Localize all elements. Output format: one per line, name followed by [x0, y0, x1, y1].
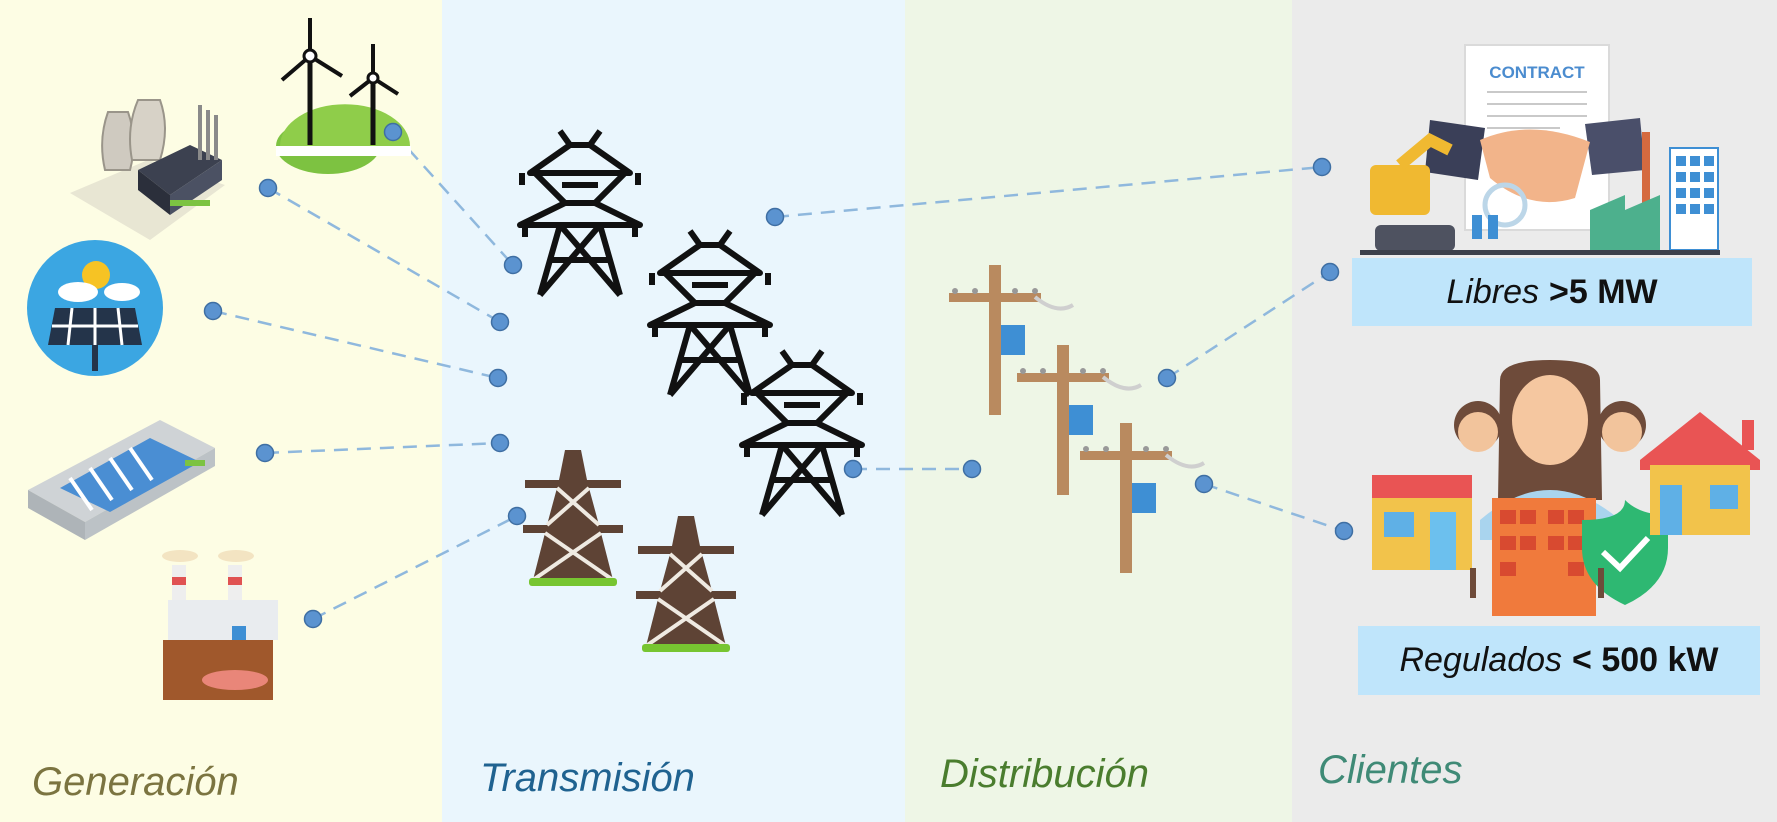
generation-label: Generación: [32, 760, 239, 804]
wind-turbines-icon: [276, 18, 411, 174]
transmission-label: Transmisión: [480, 756, 695, 800]
libres-box: Libres >5 MW: [1352, 258, 1752, 326]
high-voltage-tower-icon: [650, 231, 770, 395]
high-voltage-tower-icon: [520, 131, 640, 295]
clients-label: Clientes: [1318, 748, 1463, 792]
people-buildings-icon: [1372, 360, 1760, 616]
contract-title: CONTRACT: [1489, 63, 1585, 82]
thermal-plant-icon: [70, 99, 225, 240]
libres-threshold: >5 MW: [1548, 272, 1658, 311]
connector-lines: [212, 131, 1345, 621]
libres-label: Libres: [1446, 272, 1539, 311]
solar-panel-icon: [27, 240, 163, 376]
distribution-label: Distribución: [940, 752, 1149, 796]
regulados-label: Regulados: [1399, 641, 1563, 679]
utility-pole-icon: [947, 263, 1075, 417]
hydro-dam-icon: [28, 420, 215, 540]
factory-icon: [162, 550, 278, 700]
high-voltage-tower-icon: [742, 351, 862, 515]
connection-nodes: [203, 122, 1354, 629]
regulados-threshold: < 500 kW: [1572, 641, 1719, 679]
contract-handshake-icon: CONTRACT: [1360, 44, 1720, 255]
utility-pole-icon: [1078, 421, 1206, 575]
distribution-zone: [905, 0, 1292, 822]
regulados-box: Regulados < 500 kW: [1358, 626, 1760, 695]
steel-lattice-tower-icon: [634, 514, 738, 654]
steel-lattice-tower-icon: [521, 448, 625, 588]
